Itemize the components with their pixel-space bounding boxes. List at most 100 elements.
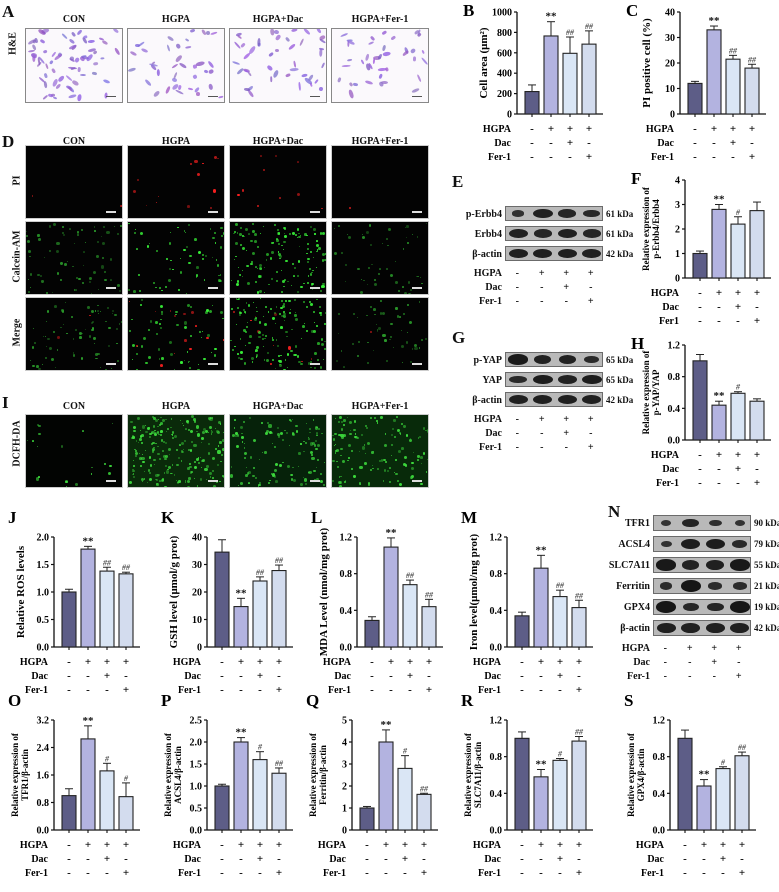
fluorescent-dot <box>65 485 68 487</box>
fluorescent-dot <box>161 479 164 482</box>
fluorescent-dot <box>391 444 394 447</box>
fluorescent-dot <box>426 458 428 460</box>
fluorescent-dot <box>212 237 215 240</box>
fluorescent-dot <box>309 450 313 454</box>
fluorescent-dot <box>276 228 280 232</box>
fluorescent-dot <box>128 222 130 225</box>
fluorescent-dot <box>258 330 262 334</box>
fluorescent-dot <box>49 249 52 252</box>
fluorescent-dot <box>43 257 45 259</box>
fluorescent-dot <box>268 424 272 428</box>
condition-sign: + <box>749 123 755 135</box>
condition-sign: + <box>749 151 755 163</box>
fluorescent-dot <box>272 359 275 361</box>
y-tick-label: 0 <box>197 643 202 654</box>
fluorescent-dot <box>311 456 315 460</box>
band-label: TFR1 <box>625 518 650 529</box>
condition-sign: - <box>693 137 697 149</box>
cell <box>316 29 322 34</box>
condition-sign: - <box>105 867 109 879</box>
fluorescent-dot <box>146 481 149 484</box>
condition-sign: + <box>735 287 741 299</box>
fluorescent-dot <box>355 433 357 435</box>
bar <box>711 404 727 441</box>
fluorescent-dot <box>369 469 372 471</box>
condition-sign: + <box>85 656 91 668</box>
scale-bar <box>412 480 422 482</box>
panel-label-e: E <box>452 172 464 191</box>
fluorescent-dot <box>160 430 163 433</box>
condition-sign: - <box>702 867 706 879</box>
fluorescent-dot <box>240 482 244 485</box>
fluorescent-dot <box>74 482 78 486</box>
fluorescent-dot <box>115 327 119 331</box>
condition-sign: + <box>276 684 282 696</box>
significance-marker: ## <box>747 55 757 64</box>
y-tick-label: 0 <box>670 110 675 121</box>
molecular-weight-label: 55 kDa <box>754 560 779 570</box>
fluorescent-dot <box>417 437 420 439</box>
fluorescent-dot <box>279 364 283 368</box>
y-tick-label: 30 <box>665 33 675 44</box>
fluorescent-dot <box>91 326 95 330</box>
fluorescent-dot <box>297 465 300 468</box>
fluorescent-dot <box>37 234 40 237</box>
fluorescent-dot <box>93 337 96 340</box>
fluorescent-dot <box>290 284 292 286</box>
condition-sign: - <box>755 463 759 475</box>
fluorescent-dot <box>313 321 315 323</box>
fluorescent-dot <box>356 354 360 358</box>
fluorescent-dot <box>356 316 359 319</box>
fluorescent-dot <box>324 252 326 256</box>
fluorescent-dot <box>260 267 263 270</box>
cell <box>341 64 351 68</box>
fluorescent-dot <box>289 233 292 236</box>
fluorescent-dot <box>209 476 212 478</box>
fluorescent-dot <box>175 323 179 327</box>
fluorescent-dot <box>177 481 179 483</box>
fluorescent-dot <box>340 475 342 478</box>
significance-marker: ** <box>536 759 548 771</box>
condition-sign: + <box>576 684 582 696</box>
fluorescent-dot <box>388 228 391 232</box>
cell <box>303 29 311 36</box>
fluorescent-dot <box>361 233 364 236</box>
condition-sign: - <box>258 684 262 696</box>
fluorescent-dot <box>351 449 354 452</box>
fluorescent-dot <box>156 250 159 253</box>
fluorescent-dot <box>344 481 346 483</box>
fluorescent-dot <box>94 310 96 312</box>
fluorescent-dot <box>144 449 147 452</box>
cell <box>39 39 46 45</box>
fluorescent-dot <box>239 337 242 340</box>
fluorescent-dot <box>53 304 57 308</box>
significance-marker: ## <box>728 46 738 55</box>
fluorescent-dot <box>337 433 341 437</box>
bar <box>687 82 703 115</box>
condition-sign: - <box>408 684 412 696</box>
condition-sign: - <box>539 853 543 865</box>
fluorescent-dot <box>160 417 162 419</box>
fluorescent-dot <box>99 310 102 312</box>
fluorescent-dot <box>278 359 281 363</box>
fluorescent-dot <box>278 354 281 357</box>
condition-sign: + <box>276 839 282 851</box>
condition-sign: - <box>564 442 568 453</box>
fluorescent-dot <box>187 422 190 425</box>
panel-label-c: C <box>626 1 638 20</box>
fluorescent-dot <box>293 267 296 270</box>
significance-marker: ** <box>83 535 95 547</box>
fluorescent-dot <box>248 481 250 484</box>
fluorescent-dot <box>283 320 285 322</box>
fluorescent-dot <box>338 480 342 484</box>
fluorescent-dot <box>140 441 143 444</box>
fluorescent-dot <box>171 434 174 436</box>
condition-sign: + <box>85 839 91 851</box>
protein-band <box>532 208 553 219</box>
fluorescent-dot <box>341 435 344 439</box>
cell <box>67 66 77 70</box>
fluorescent-dot <box>167 465 171 469</box>
fluorescent-dot <box>218 445 220 447</box>
condition-sign: - <box>384 853 388 865</box>
fluorescent-dot <box>303 440 305 443</box>
